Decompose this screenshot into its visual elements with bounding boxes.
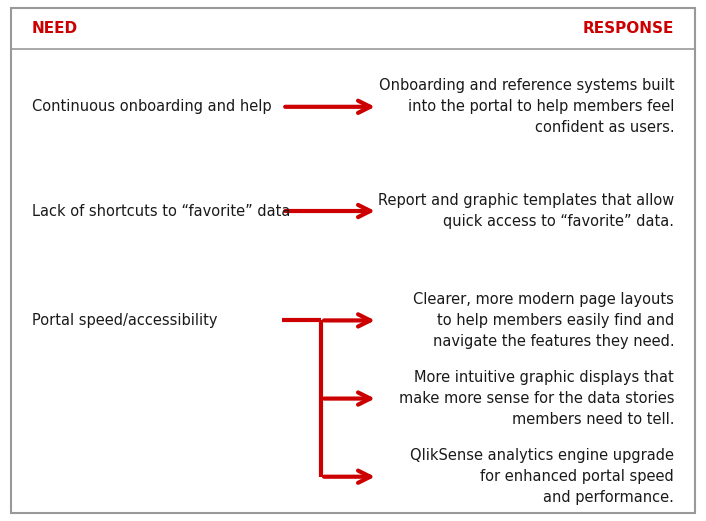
- Text: Continuous onboarding and help: Continuous onboarding and help: [32, 100, 271, 114]
- Text: More intuitive graphic displays that
make more sense for the data stories
member: More intuitive graphic displays that mak…: [399, 370, 674, 427]
- Text: Portal speed/accessibility: Portal speed/accessibility: [32, 313, 217, 328]
- Text: Lack of shortcuts to “favorite” data: Lack of shortcuts to “favorite” data: [32, 204, 290, 218]
- Text: Onboarding and reference systems built
into the portal to help members feel
conf: Onboarding and reference systems built i…: [378, 78, 674, 135]
- Text: QlikSense analytics engine upgrade
for enhanced portal speed
and performance.: QlikSense analytics engine upgrade for e…: [410, 448, 674, 505]
- FancyBboxPatch shape: [11, 8, 695, 513]
- Text: RESPONSE: RESPONSE: [583, 21, 674, 36]
- Text: Clearer, more modern page layouts
to help members easily find and
navigate the f: Clearer, more modern page layouts to hel…: [413, 292, 674, 349]
- Text: Report and graphic templates that allow
quick access to “favorite” data.: Report and graphic templates that allow …: [378, 193, 674, 229]
- Text: NEED: NEED: [32, 21, 78, 36]
